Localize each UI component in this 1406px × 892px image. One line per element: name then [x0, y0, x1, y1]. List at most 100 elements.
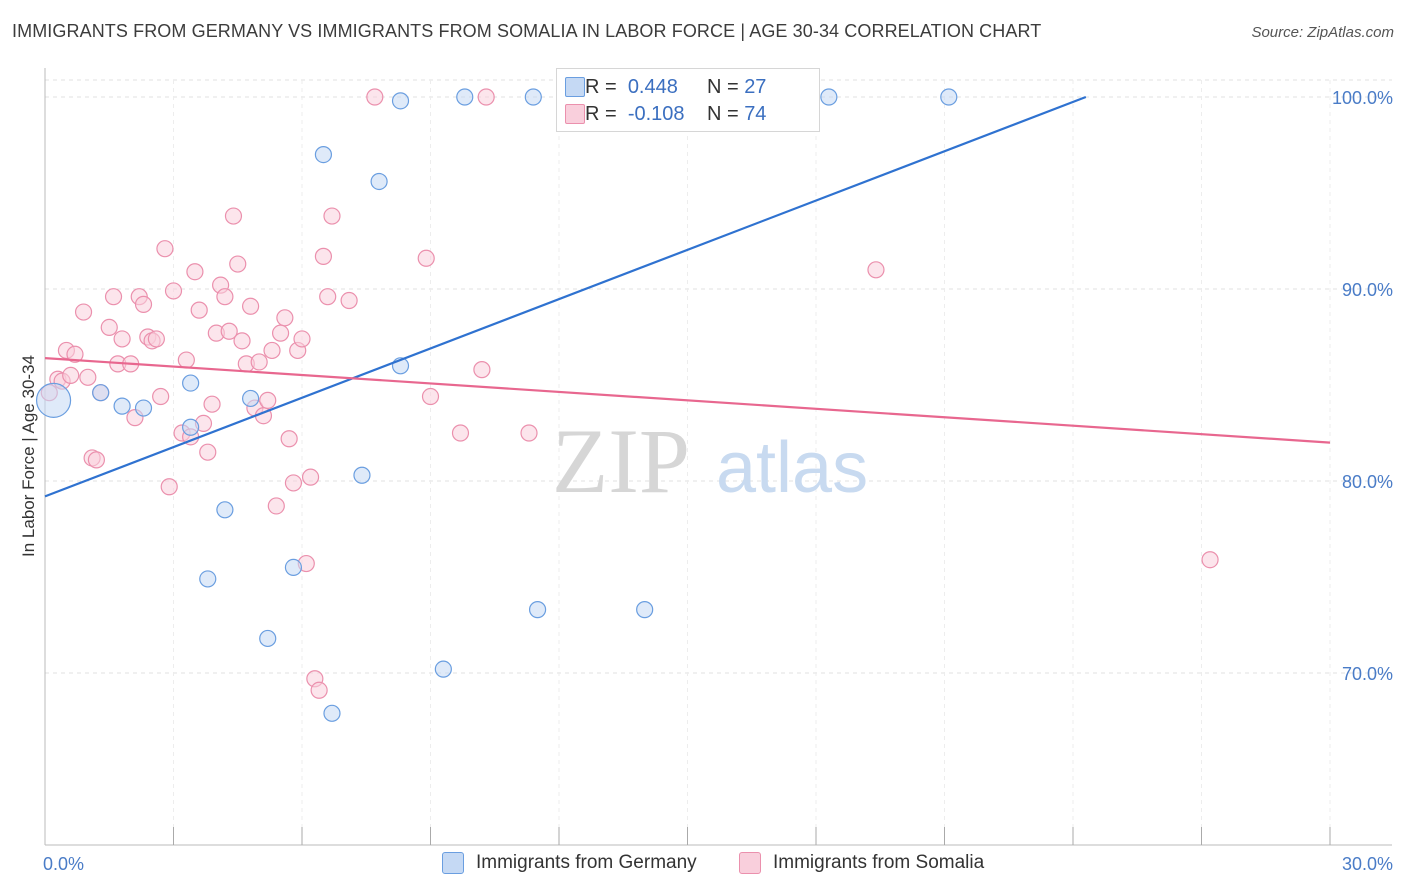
somalia-point: [134, 295, 153, 313]
germany-point: [456, 88, 474, 106]
legend-r-value: -0.108: [627, 102, 685, 125]
somalia-point: [259, 391, 277, 409]
y-tick-label: 90.0%: [1342, 280, 1393, 300]
somalia-point: [203, 395, 221, 413]
legend-r-value: 0.448: [627, 75, 678, 98]
somalia-point: [229, 255, 247, 273]
somalia-point: [156, 240, 174, 258]
somalia-point: [113, 330, 131, 348]
somalia-point: [301, 468, 320, 486]
x-tick-label: 30.0%: [1342, 854, 1393, 874]
watermark: ZIP atlas: [552, 410, 868, 512]
somalia-point: [177, 351, 195, 369]
somalia-point: [340, 291, 358, 310]
germany-point: [323, 704, 341, 722]
bottom-legend-somalia: Immigrants from Somalia: [739, 852, 984, 874]
somalia-point: [284, 474, 303, 492]
germany-point: [35, 382, 72, 418]
legend-row-somalia: R = -0.108 N = 74: [565, 102, 767, 126]
somalia-point: [104, 288, 123, 306]
somalia-point: [276, 309, 294, 327]
germany-point: [242, 389, 260, 408]
somalia-point: [319, 288, 337, 306]
germany-point: [636, 601, 654, 619]
bottom-legend-label-somalia: Immigrants from Somalia: [773, 852, 985, 873]
somalia-point: [310, 681, 328, 699]
germany-points: [35, 88, 958, 722]
watermark-zip: ZIP: [552, 410, 690, 512]
legend-n-label: N =: [706, 75, 739, 98]
legend-r-label: R =: [585, 75, 617, 98]
germany-point: [199, 570, 217, 588]
somalia-point: [190, 301, 208, 319]
somalia-point: [451, 424, 470, 442]
somalia-point: [477, 88, 495, 106]
germany-point: [216, 501, 234, 519]
bottom-legend-swatch-germany: [442, 852, 464, 874]
germany-point: [370, 172, 388, 191]
germany-point: [820, 88, 838, 106]
somalia-point: [147, 330, 165, 348]
germany-point: [134, 399, 153, 417]
somalia-point: [233, 332, 251, 350]
legend-swatch-germany: [565, 77, 585, 97]
somalia-point: [199, 443, 217, 461]
somalia-point: [220, 322, 238, 340]
y-tick-label: 80.0%: [1342, 472, 1393, 492]
somalia-point: [366, 88, 384, 106]
somalia-point: [152, 387, 170, 406]
somalia-point: [250, 353, 268, 371]
legend-n-label: N =: [706, 102, 739, 125]
x-tick-label: 0.0%: [43, 854, 84, 874]
y-axis-label: In Labor Force | Age 30-34: [19, 355, 38, 557]
somalia-point: [473, 361, 491, 379]
somalia-point: [867, 261, 885, 279]
somalia-point: [323, 207, 341, 225]
germany-point: [182, 374, 200, 392]
somalia-point: [224, 207, 243, 225]
somalia-point: [293, 330, 311, 348]
germany-point: [314, 146, 333, 164]
legend-row-germany: R = 0.448 N = 27: [565, 75, 767, 99]
germany-point: [391, 92, 410, 110]
somalia-point: [160, 478, 178, 496]
somalia-point: [62, 366, 80, 384]
somalia-point: [79, 368, 97, 386]
germany-point: [92, 384, 110, 402]
germany-point: [940, 88, 958, 106]
watermark-atlas: atlas: [716, 428, 868, 508]
source-label: Source: ZipAtlas.com: [1251, 24, 1394, 41]
somalia-point: [271, 324, 290, 342]
legend-n-value: 74: [744, 102, 767, 125]
y-tick-label: 70.0%: [1342, 664, 1393, 684]
somalia-point: [417, 249, 435, 267]
somalia-point: [74, 303, 93, 321]
bottom-legend-germany: Immigrants from Germany: [442, 852, 697, 874]
somalia-point: [186, 263, 204, 281]
germany-point: [284, 558, 303, 577]
somalia-point: [314, 247, 333, 265]
somalia-point: [267, 497, 285, 515]
germany-point: [434, 660, 452, 678]
germany-point: [528, 601, 547, 619]
somalia-point: [1201, 551, 1219, 569]
somalia-point: [100, 318, 118, 336]
legend-n-value: 27: [744, 75, 767, 98]
axes: [44, 68, 1392, 846]
bottom-legend-label-germany: Immigrants from Germany: [476, 852, 697, 873]
somalia-point: [242, 297, 260, 315]
somalia-point: [164, 282, 183, 300]
chart-title: IMMIGRANTS FROM GERMANY VS IMMIGRANTS FR…: [12, 21, 1042, 41]
germany-point: [113, 397, 131, 415]
somalia-point: [421, 387, 440, 406]
germany-point: [259, 629, 277, 648]
somalia-point: [263, 341, 281, 360]
germany-point: [182, 418, 200, 436]
tick-labels: 70.0% 80.0% 90.0% 100.0% 0.0% 30.0%: [43, 88, 1393, 874]
legend: R = 0.448 N = 27 R = -0.108 N = 74: [556, 68, 820, 132]
y-tick-label: 100.0%: [1332, 88, 1393, 108]
legend-swatch-somalia: [565, 104, 585, 124]
somalia-points: [40, 88, 1219, 699]
somalia-trend-line: [44, 357, 1331, 444]
